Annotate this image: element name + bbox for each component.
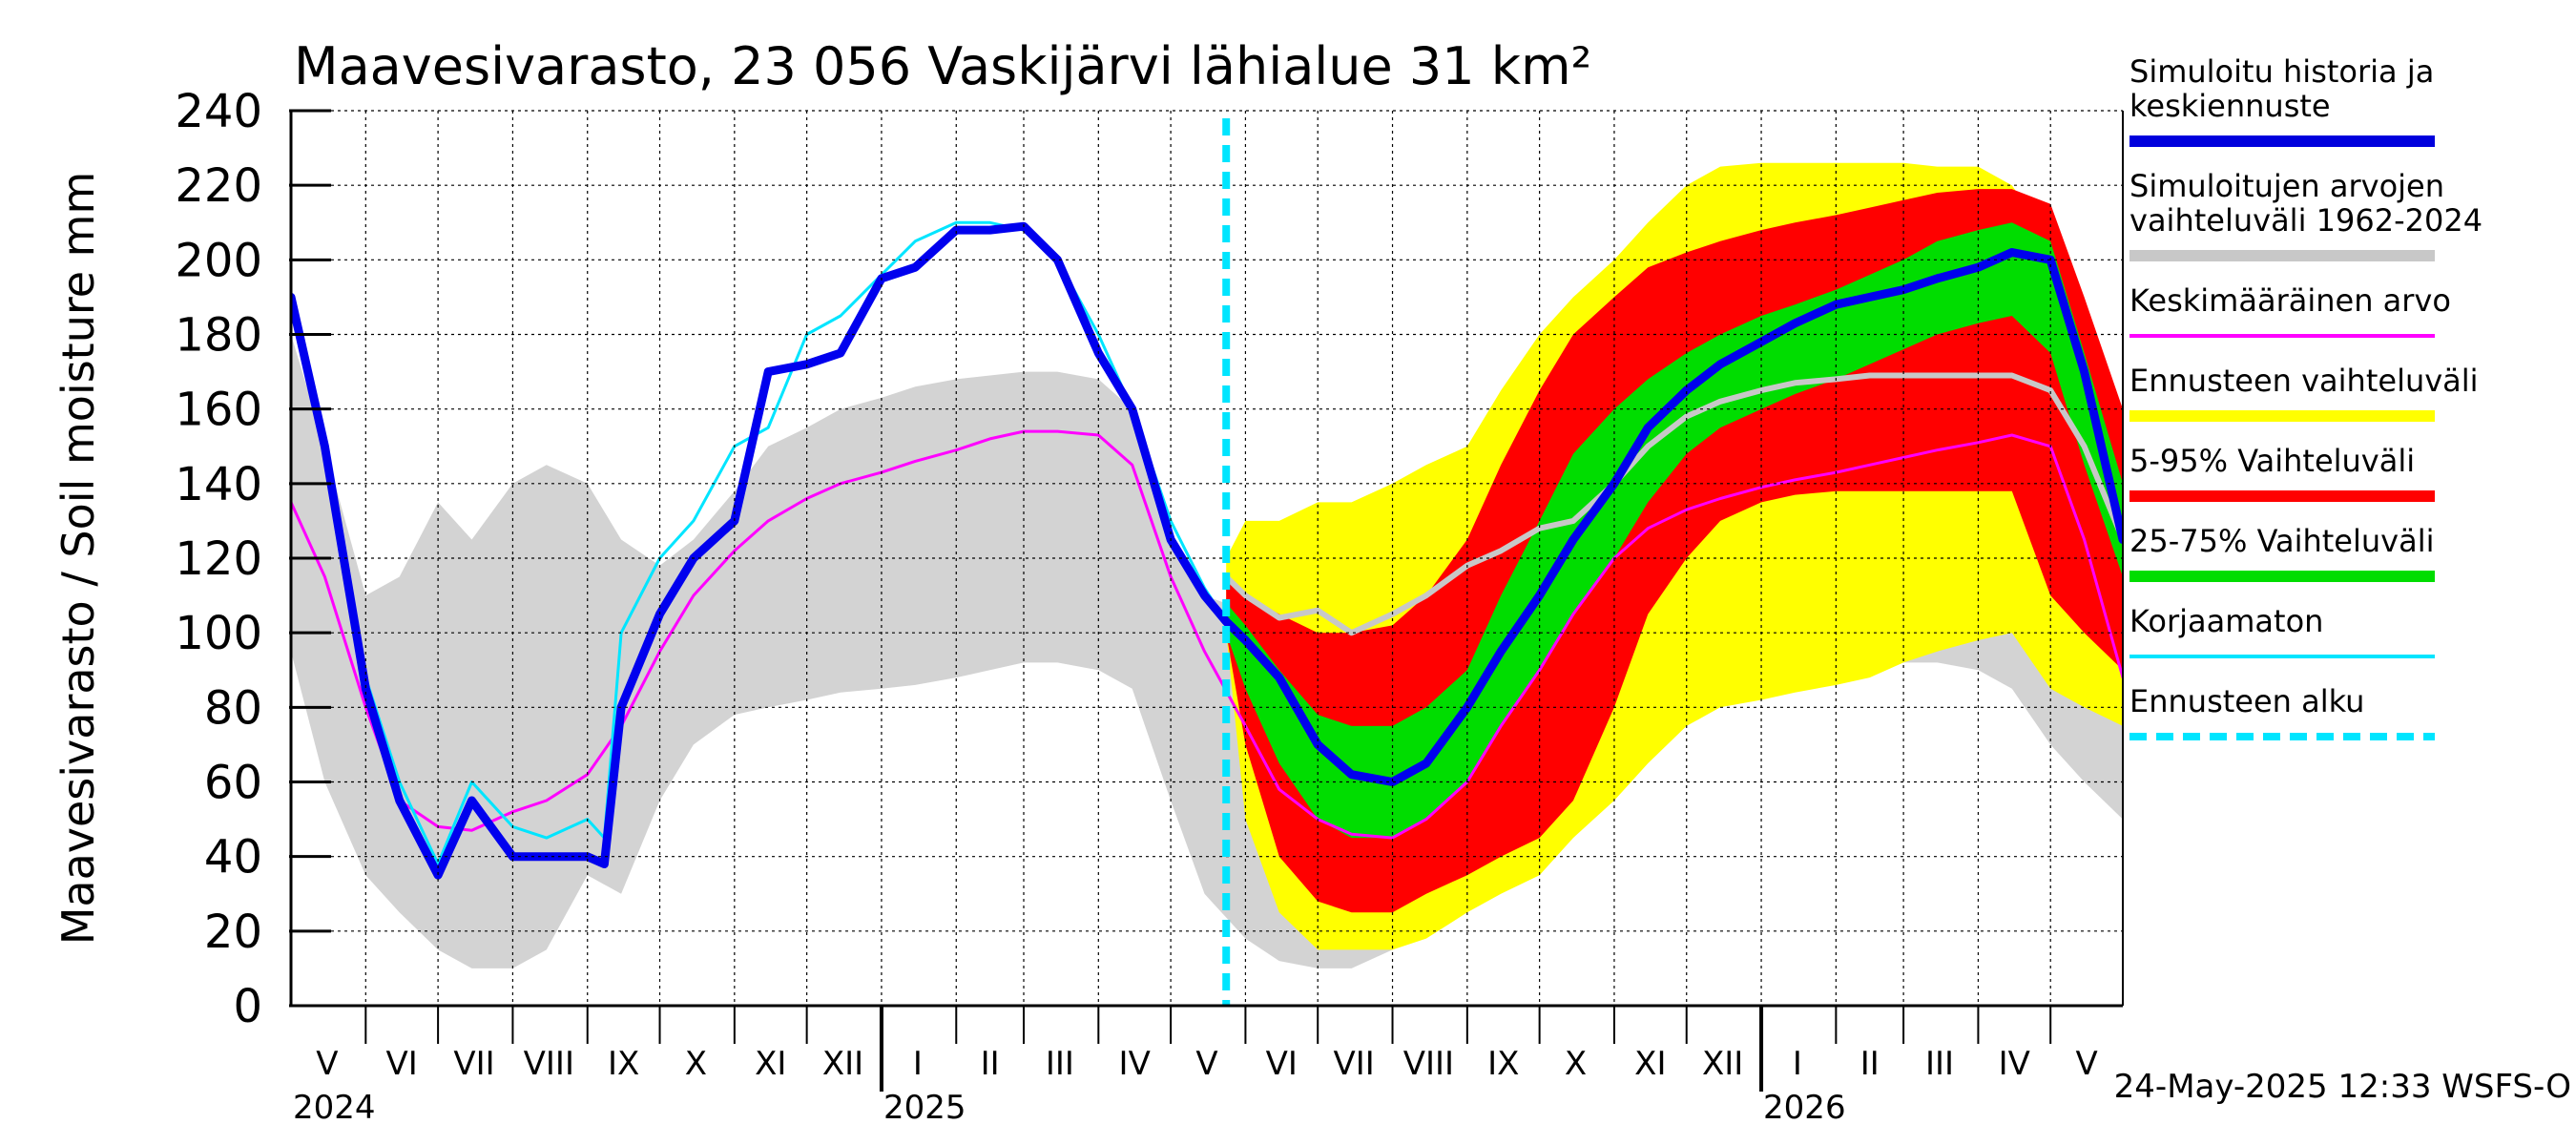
legend-label: Simuloitujen arvojen [2129, 168, 2444, 204]
chart-title: Maavesivarasto, 23 056 Vaskijärvi lähial… [294, 36, 1591, 96]
y-tick-label: 80 [204, 681, 262, 735]
legend-label: Ennusteen alku [2129, 683, 2364, 719]
month-label: IV [1119, 1045, 1151, 1083]
y-tick-label: 100 [175, 607, 262, 660]
month-label: X [685, 1045, 707, 1083]
y-tick-label: 180 [175, 309, 262, 363]
month-label: VII [453, 1045, 494, 1083]
year-label: 2025 [883, 1089, 966, 1127]
y-tick-label: 200 [175, 234, 262, 287]
legend-label: Keskimääräinen arvo [2129, 282, 2451, 319]
legend-label: vaihteluväli 1962-2024 [2129, 202, 2483, 239]
month-label: XII [822, 1045, 863, 1083]
month-label: V [2075, 1045, 2097, 1083]
legend: Simuloitu historia jakeskiennusteSimuloi… [2129, 53, 2483, 740]
footer-timestamp: 24-May-2025 12:33 WSFS-O [2114, 1068, 2571, 1106]
year-label: 2026 [1763, 1089, 1846, 1127]
month-label: VI [386, 1045, 418, 1083]
legend-item-keskim-r-inen-arvo: Keskimääräinen arvo [2129, 282, 2451, 338]
month-label: IV [1999, 1045, 2030, 1083]
month-label: V [316, 1045, 338, 1083]
month-label: IX [1487, 1045, 1519, 1083]
month-label: I [913, 1045, 923, 1083]
month-label: XII [1702, 1045, 1743, 1083]
line-simuloitu-historia-ja-keskiennuste [291, 221, 2123, 880]
month-label: V [1195, 1045, 1217, 1083]
y-tick-label: 120 [175, 532, 262, 586]
y-tick-label: 60 [204, 757, 262, 810]
legend-item-5-95-vaihteluv-li: 5-95% Vaihteluväli [2129, 443, 2435, 502]
y-tick-label: 220 [175, 159, 262, 213]
y-tick-label: 20 [204, 906, 262, 959]
year-label: 2024 [293, 1089, 376, 1127]
month-label: VIII [1403, 1045, 1454, 1083]
y-tick-label: 240 [175, 85, 262, 138]
line-simuloitujen-arvojen-vaihteluv-li-mediaani [1223, 372, 2123, 636]
y-tick-label: 140 [175, 458, 262, 511]
y-axis-label: Maavesivarasto / Soil moisture mm [52, 172, 104, 946]
month-label: XI [755, 1045, 786, 1083]
month-label: III [1925, 1045, 1954, 1083]
month-label: XI [1634, 1045, 1666, 1083]
month-label: IX [608, 1045, 639, 1083]
legend-item-korjaamaton: Korjaamaton [2129, 603, 2435, 658]
month-label: II [981, 1045, 1000, 1083]
series-layer [291, 162, 2123, 968]
band-25-75-vaihteluv-li [1226, 222, 2123, 839]
legend-item-ennusteen-vaihteluv-li: Ennusteen vaihteluväli [2129, 363, 2479, 422]
month-label: X [1565, 1045, 1587, 1083]
legend-label: Simuloitu historia ja [2129, 53, 2434, 90]
y-tick-label: 0 [233, 980, 262, 1033]
legend-label: 5-95% Vaihteluväli [2129, 443, 2415, 479]
legend-label: 25-75% Vaihteluväli [2129, 523, 2434, 559]
y-tick-label: 40 [204, 831, 262, 885]
month-label: II [1860, 1045, 1880, 1083]
legend-label: keskiennuste [2129, 88, 2331, 124]
month-label: VI [1266, 1045, 1298, 1083]
legend-label: Ennusteen vaihteluväli [2129, 363, 2479, 399]
month-label: I [1793, 1045, 1802, 1083]
line-keskim-r-inen-arvo [291, 429, 2123, 840]
grid-layer [291, 110, 2123, 1006]
y-tick-label: 160 [175, 384, 262, 437]
month-label: VII [1333, 1045, 1374, 1083]
month-label: VIII [524, 1045, 574, 1083]
legend-item-ennusteen-alku: Ennusteen alku [2129, 683, 2435, 740]
month-label: III [1046, 1045, 1074, 1083]
legend-item-25-75-vaihteluv-li: 25-75% Vaihteluväli [2129, 523, 2435, 582]
legend-label: Korjaamaton [2129, 603, 2323, 639]
